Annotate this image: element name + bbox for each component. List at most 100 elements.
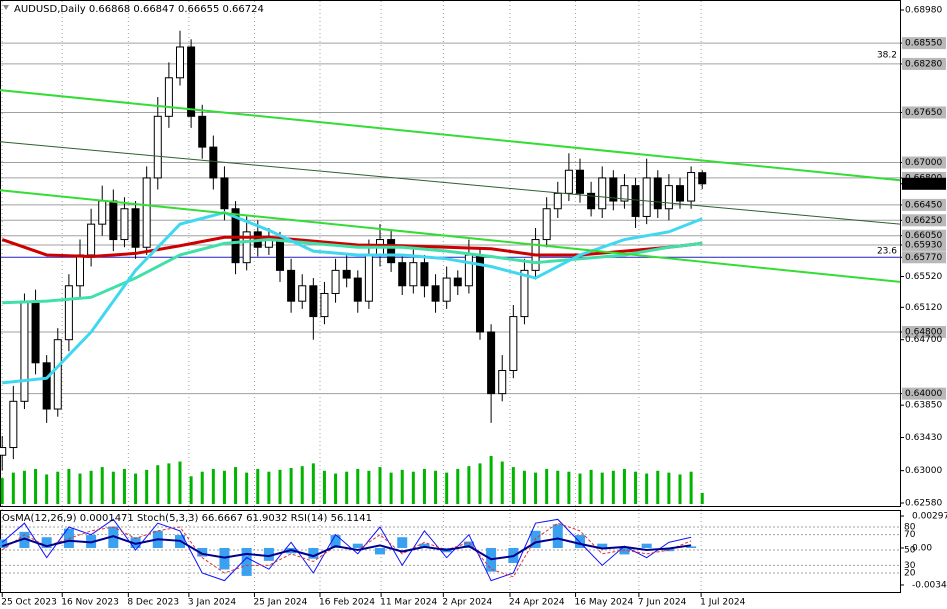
volume-bar	[45, 474, 49, 504]
y2-tick-label: 80	[904, 523, 916, 533]
candle-body	[487, 331, 496, 395]
volume-bar	[345, 471, 349, 504]
volume-bar	[489, 456, 493, 504]
volume-bar	[122, 468, 126, 504]
osma-bar	[330, 535, 341, 548]
candle-body	[409, 262, 418, 287]
candle-body	[442, 277, 451, 302]
indicator-title: OsMA(12,26,9) 0.0001471 Stoch(5,3,3) 66.…	[2, 513, 372, 524]
candle-body	[20, 300, 29, 402]
candle-body	[287, 269, 296, 302]
x-tick-label: 25 Jan 2024	[253, 598, 307, 608]
x-tick-label: 24 Apr 2024	[509, 598, 565, 608]
level-box	[902, 238, 946, 251]
volume-bar	[556, 470, 560, 504]
indicator-line	[1, 518, 692, 582]
price-box	[902, 177, 946, 190]
candle-body	[187, 46, 196, 117]
candle-body	[498, 370, 507, 395]
x-tick-label: 1 Jul 2024	[700, 598, 745, 608]
y-tick-label: 0.66724	[905, 179, 942, 189]
volume-bar	[522, 470, 526, 504]
osma-bar	[197, 547, 208, 557]
x-tick-label: 3 Jan 2024	[188, 598, 236, 608]
trend-line	[0, 189, 901, 283]
candle-body	[209, 146, 218, 179]
y2-tick-label: 70	[904, 530, 916, 540]
osma-bar	[375, 547, 385, 555]
candle-body	[387, 239, 396, 264]
y-tick-label: 0.64000	[905, 389, 942, 399]
volume-bar	[167, 463, 171, 504]
y-tick-label: 0.65930	[905, 240, 942, 250]
candle-body	[398, 262, 407, 287]
y-tick-label: 0.0029727	[912, 512, 947, 522]
y2-tick-label: 50	[904, 546, 916, 556]
y-tick-label: 0.64700	[905, 335, 942, 345]
candle-body	[98, 200, 107, 225]
volume-bar	[134, 473, 138, 504]
fibo-label: 38.2	[877, 51, 897, 61]
volume-bar	[111, 471, 115, 504]
volume-bar	[289, 468, 293, 504]
osma-bar	[463, 541, 474, 548]
y-tick-label: 0.65120	[905, 303, 942, 313]
volume-bar	[578, 473, 582, 504]
osma-bar	[130, 537, 141, 548]
candle-body	[631, 185, 640, 217]
candle-body	[76, 254, 84, 287]
y-tick-label: 0.63850	[905, 401, 942, 411]
volume-bar	[100, 467, 104, 504]
x-tick-label: 7 Jun 2024	[638, 598, 687, 608]
y-tick-label: 0.63430	[905, 433, 942, 443]
volume-bar	[467, 466, 471, 504]
candle-body	[320, 292, 329, 318]
volume-bar	[311, 463, 315, 504]
osma-bar	[263, 547, 274, 561]
volume-bar	[600, 472, 604, 504]
level-box	[902, 387, 946, 400]
candle-body	[698, 172, 707, 185]
volume-bar	[667, 472, 671, 504]
candle-body	[0, 447, 7, 456]
volume-bar	[178, 461, 182, 504]
candle-body	[153, 115, 162, 179]
candle-body	[9, 400, 18, 449]
candle-body	[198, 115, 207, 148]
y-tick-label: 0.68550	[905, 39, 942, 49]
volume-bar	[422, 468, 426, 504]
y-tick-label: 0.66250	[905, 216, 942, 226]
volume-bar	[200, 471, 204, 504]
osma-bar	[597, 543, 608, 548]
candle-body	[309, 285, 318, 318]
candle-body	[87, 223, 96, 256]
y-tick-label: 0.63000	[905, 466, 942, 476]
candle-body	[231, 208, 240, 264]
volume-bar	[500, 461, 504, 504]
osma-bar	[575, 535, 585, 548]
volume-bar	[656, 470, 660, 504]
volume-bar	[400, 469, 404, 504]
y-tick-label: 0.66450	[905, 200, 942, 210]
candle-body	[609, 177, 618, 202]
osma-bar	[352, 543, 363, 548]
volume-bar	[545, 468, 549, 504]
y2-tick-label: 20	[904, 568, 916, 578]
osma-bar	[397, 537, 408, 548]
candle-body	[142, 177, 151, 248]
level-box	[902, 37, 946, 50]
candle-body	[164, 77, 173, 117]
x-tick-label: 11 Mar 2024	[380, 598, 437, 608]
y-tick-label: 0.67000	[905, 158, 942, 168]
candle-body	[620, 185, 629, 202]
moving-average	[1, 235, 703, 259]
y2-tick-label: 30	[904, 561, 916, 571]
osma-bar	[641, 543, 652, 548]
x-tick-label: 8 Dec 2023	[127, 598, 179, 608]
volume-bar	[156, 465, 160, 504]
volume-bar	[67, 468, 71, 504]
osma-bar	[552, 524, 563, 548]
moving-average	[2, 238, 703, 305]
